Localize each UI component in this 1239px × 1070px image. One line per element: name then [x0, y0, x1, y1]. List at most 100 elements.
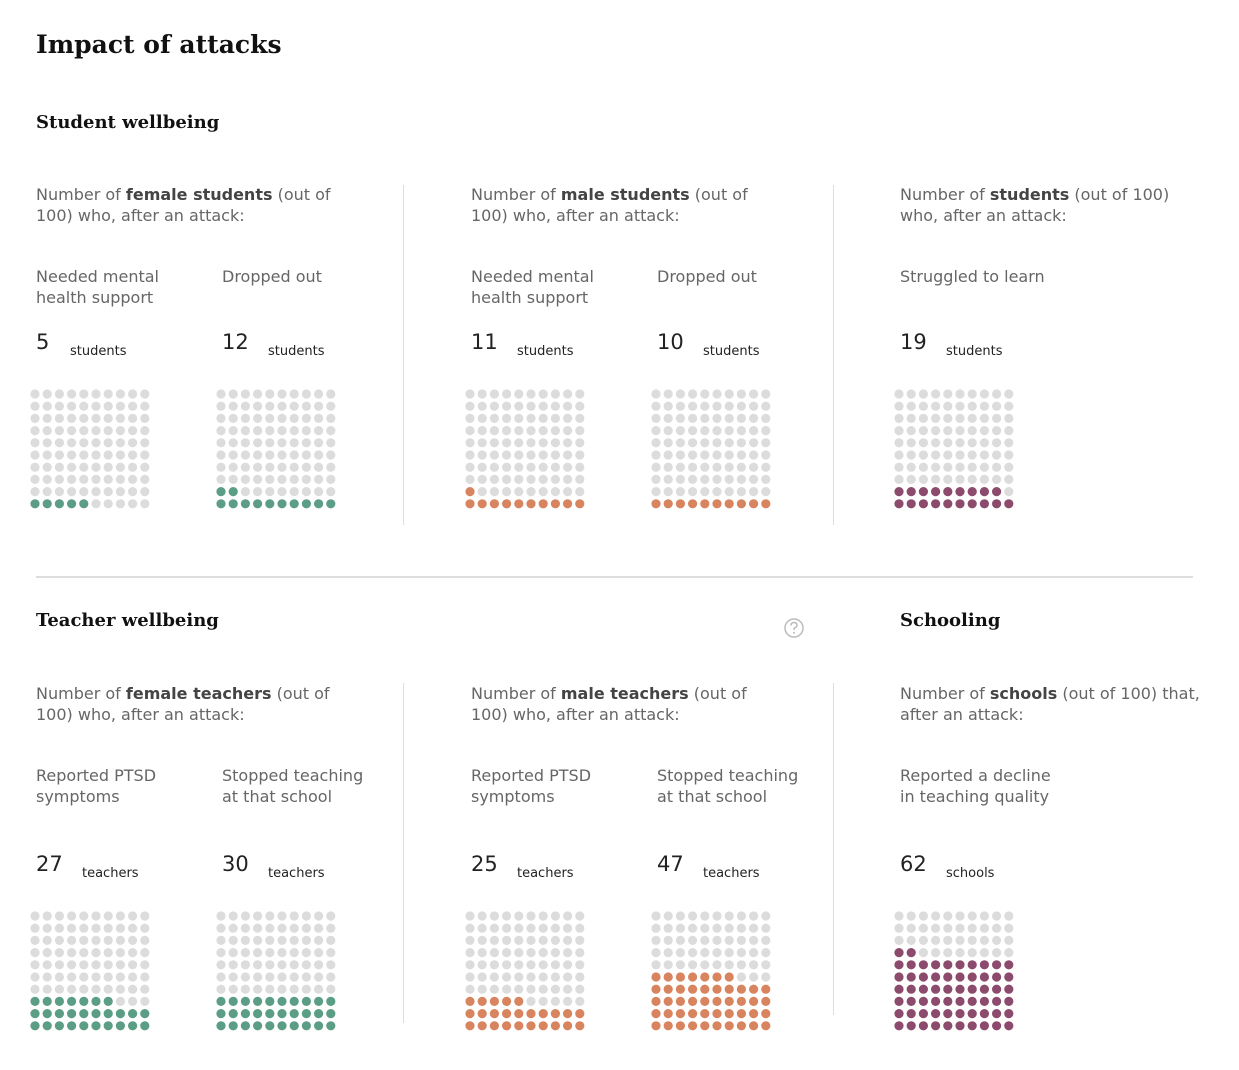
- dot-empty: [550, 948, 560, 958]
- dot-empty: [42, 401, 52, 411]
- dot-empty: [54, 438, 64, 448]
- dot-empty: [749, 450, 759, 460]
- dot-empty: [228, 972, 238, 982]
- dot-empty: [265, 438, 275, 448]
- divider: [833, 683, 834, 1015]
- dot-empty: [514, 426, 524, 436]
- dot-filled: [675, 1021, 685, 1031]
- dot-empty: [477, 389, 487, 399]
- dot-empty: [943, 462, 953, 472]
- intro-text: (out of 100) that, after an attack:: [900, 684, 1200, 724]
- dot-filled: [906, 960, 916, 970]
- dot-empty: [216, 474, 226, 484]
- dot-empty: [465, 426, 475, 436]
- dot-empty: [967, 474, 977, 484]
- dot-empty: [265, 984, 275, 994]
- dot-empty: [979, 450, 989, 460]
- dot-empty: [54, 389, 64, 399]
- dot-empty: [967, 462, 977, 472]
- dot-empty: [575, 923, 585, 933]
- dot-filled: [128, 1009, 138, 1019]
- dot-empty: [265, 426, 275, 436]
- dot-filled: [216, 1021, 226, 1031]
- dot-empty: [761, 487, 771, 497]
- dot-empty: [1004, 426, 1014, 436]
- dot-filled: [955, 972, 965, 982]
- dot-empty: [277, 450, 287, 460]
- dot-filled: [216, 1009, 226, 1019]
- dot-empty: [277, 948, 287, 958]
- dot-empty: [115, 450, 125, 460]
- dot-filled: [240, 1009, 250, 1019]
- dot-filled: [700, 984, 710, 994]
- waffle-chart: [651, 389, 771, 509]
- dot-filled: [128, 1021, 138, 1031]
- dot-filled: [54, 1021, 64, 1031]
- dot-empty: [314, 450, 324, 460]
- dot-empty: [140, 996, 150, 1006]
- dot-filled: [943, 1021, 953, 1031]
- dot-empty: [563, 911, 573, 921]
- dot-filled: [955, 960, 965, 970]
- dot-empty: [30, 413, 40, 423]
- dot-empty: [42, 935, 52, 945]
- dot-empty: [1004, 487, 1014, 497]
- dot-empty: [314, 426, 324, 436]
- dot-filled: [115, 1009, 125, 1019]
- dot-empty: [724, 450, 734, 460]
- dot-empty: [651, 911, 661, 921]
- dot-empty: [216, 948, 226, 958]
- dot-empty: [289, 960, 299, 970]
- dot-empty: [688, 935, 698, 945]
- dot-empty: [477, 413, 487, 423]
- dot-filled: [894, 499, 904, 509]
- dot-empty: [712, 389, 722, 399]
- dot-empty: [301, 911, 311, 921]
- dot-empty: [550, 426, 560, 436]
- dot-empty: [128, 984, 138, 994]
- dot-empty: [91, 923, 101, 933]
- dot-empty: [906, 389, 916, 399]
- help-icon[interactable]: [783, 617, 805, 639]
- dot-empty: [477, 487, 487, 497]
- dot-empty: [700, 438, 710, 448]
- dot-filled: [906, 996, 916, 1006]
- dot-empty: [992, 413, 1002, 423]
- intro-text: Number of: [900, 684, 990, 703]
- dot-empty: [514, 911, 524, 921]
- dot-empty: [724, 401, 734, 411]
- dot-empty: [761, 426, 771, 436]
- dot-filled: [967, 996, 977, 1006]
- dot-filled: [761, 996, 771, 1006]
- dot-empty: [736, 413, 746, 423]
- dot-empty: [289, 972, 299, 982]
- dot-empty: [663, 960, 673, 970]
- dot-empty: [514, 450, 524, 460]
- dot-empty: [675, 401, 685, 411]
- dot-empty: [575, 426, 585, 436]
- dot-filled: [663, 984, 673, 994]
- dot-filled: [1004, 996, 1014, 1006]
- dot-empty: [301, 426, 311, 436]
- dot-empty: [563, 438, 573, 448]
- dot-empty: [477, 450, 487, 460]
- dot-empty: [967, 935, 977, 945]
- dot-empty: [563, 996, 573, 1006]
- dot-filled: [663, 1021, 673, 1031]
- dot-empty: [749, 972, 759, 982]
- intro-text: Number of: [36, 684, 126, 703]
- dot-filled: [550, 1009, 560, 1019]
- dot-empty: [514, 438, 524, 448]
- dot-empty: [663, 413, 673, 423]
- dot-empty: [979, 948, 989, 958]
- dot-filled: [761, 984, 771, 994]
- dot-empty: [761, 935, 771, 945]
- dot-empty: [79, 911, 89, 921]
- dot-filled: [955, 984, 965, 994]
- dot-empty: [54, 474, 64, 484]
- dot-empty: [128, 474, 138, 484]
- dot-filled: [749, 1009, 759, 1019]
- dot-empty: [538, 960, 548, 970]
- dot-filled: [906, 972, 916, 982]
- dot-empty: [906, 474, 916, 484]
